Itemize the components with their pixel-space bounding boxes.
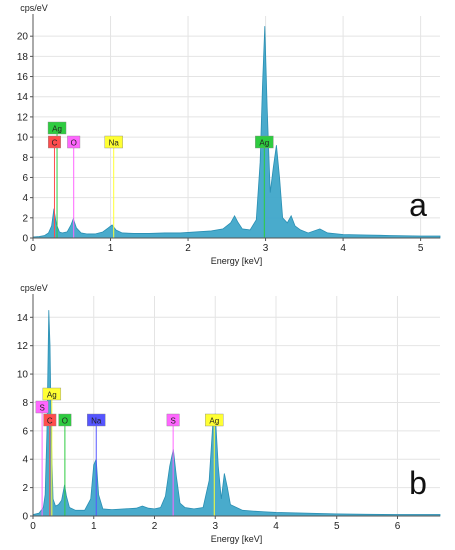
element-label: C xyxy=(47,417,53,426)
element-label-box xyxy=(47,121,67,135)
element-label-box xyxy=(255,135,274,149)
y-tick-label: 12 xyxy=(17,341,29,352)
y-tick-label: 0 xyxy=(22,512,28,523)
element-label: Ag xyxy=(47,391,57,400)
x-axis-title: Energy [keV] xyxy=(211,534,263,544)
y-tick-label: 10 xyxy=(17,133,29,144)
y-tick-label: 10 xyxy=(17,370,29,381)
element-label: O xyxy=(71,139,77,148)
y-tick-label: 14 xyxy=(17,92,29,103)
x-tick-label: 4 xyxy=(340,243,346,254)
y-tick-label: 4 xyxy=(22,455,28,466)
y-tick-label: 18 xyxy=(17,52,29,63)
element-label: O xyxy=(62,417,68,426)
element-label: S xyxy=(39,404,44,413)
element-label: Ag xyxy=(52,125,62,134)
element-label: S xyxy=(170,417,175,426)
element-label: Ag xyxy=(259,139,269,148)
element-label-box xyxy=(42,387,62,401)
x-tick-label: 0 xyxy=(30,521,36,532)
x-axis-title: Energy [keV] xyxy=(211,256,263,266)
x-tick-label: 6 xyxy=(395,521,401,532)
y-tick-label: 8 xyxy=(22,153,28,164)
element-label: Na xyxy=(109,139,120,148)
element-label-box xyxy=(67,135,81,149)
y-tick-label: 8 xyxy=(22,398,28,409)
y-tick-label: 2 xyxy=(22,483,28,494)
x-tick-label: 1 xyxy=(108,243,114,254)
element-label: Ag xyxy=(209,417,219,426)
x-tick-label: 2 xyxy=(185,243,191,254)
y-tick-label: 14 xyxy=(17,313,29,324)
y-tick-label: 20 xyxy=(17,32,29,43)
x-tick-label: 1 xyxy=(91,521,97,532)
element-label-box xyxy=(58,413,72,427)
element-label-box xyxy=(87,413,106,427)
spectrum-area xyxy=(32,26,441,239)
plot-background xyxy=(33,16,440,238)
element-label-box xyxy=(166,413,180,427)
element-label: C xyxy=(52,139,58,148)
y-tick-label: 16 xyxy=(17,72,29,83)
element-label-box xyxy=(35,400,49,414)
x-tick-label: 4 xyxy=(273,521,279,532)
plot-background xyxy=(33,296,440,516)
x-tick-label: 5 xyxy=(418,243,424,254)
element-label-box xyxy=(104,135,123,149)
x-tick-label: 5 xyxy=(334,521,340,532)
element-label: Na xyxy=(91,417,102,426)
x-tick-label: 0 xyxy=(30,243,36,254)
x-tick-label: 2 xyxy=(152,521,158,532)
panel-label: a xyxy=(409,187,427,223)
y-axis-title: cps/eV xyxy=(20,3,48,13)
y-axis-title: cps/eV xyxy=(20,283,48,293)
y-tick-label: 0 xyxy=(22,234,28,245)
x-tick-label: 3 xyxy=(263,243,269,254)
y-tick-label: 4 xyxy=(22,193,28,204)
y-tick-label: 6 xyxy=(22,173,28,184)
y-tick-label: 6 xyxy=(22,426,28,437)
panel-label: b xyxy=(409,465,427,501)
y-tick-label: 12 xyxy=(17,112,29,123)
spectrum-area xyxy=(32,310,441,517)
element-label-box xyxy=(48,135,61,149)
element-label-box xyxy=(43,413,57,427)
y-tick-label: 2 xyxy=(22,213,28,224)
element-label-box xyxy=(205,413,224,427)
x-tick-label: 3 xyxy=(212,521,218,532)
